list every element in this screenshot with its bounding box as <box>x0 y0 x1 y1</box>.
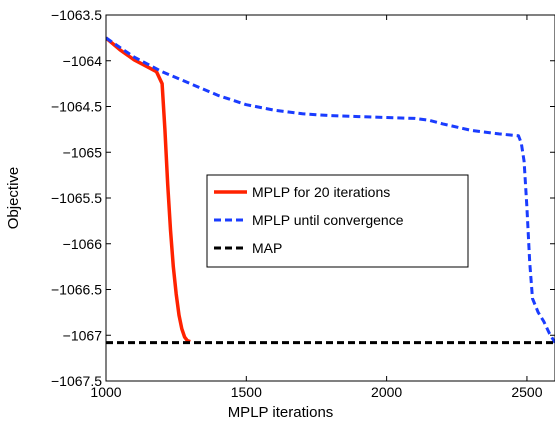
x-tick-label: 2500 <box>511 384 542 400</box>
y-tick-label: −1065 <box>63 144 103 160</box>
series-layer <box>106 36 555 345</box>
y-tick-label: −1063.5 <box>51 7 102 23</box>
legend: MPLP for 20 iterations MPLP until converg… <box>206 174 469 268</box>
y-tick-label: −1067 <box>63 327 103 343</box>
y-tick-label: −1065.5 <box>51 190 102 206</box>
x-axis-label: MPLP iterations <box>228 404 334 421</box>
legend-label-2: MPLP until convergence <box>252 212 404 228</box>
x-tick-label: 2000 <box>371 384 402 400</box>
x-tick-label: 1000 <box>90 384 121 400</box>
y-tick-label: −1064 <box>63 53 103 69</box>
series-line-2 <box>106 36 555 344</box>
y-axis-label: Objective <box>5 167 22 230</box>
legend-label-3: MAP <box>252 240 282 256</box>
series-line-1 <box>106 36 191 344</box>
y-tick-label: −1064.5 <box>51 99 102 115</box>
y-tick-label: −1066 <box>63 236 103 252</box>
legend-label-1: MPLP for 20 iterations <box>252 184 390 200</box>
ticks-layer: 1000 1500 2000 2500 −1063.5 −1064 −1064.5 −1065… <box>51 7 555 400</box>
y-tick-label: −1066.5 <box>51 282 102 298</box>
legend-box <box>206 174 469 268</box>
y-tick-label: −1067.5 <box>51 373 102 389</box>
x-tick-label: 1500 <box>231 384 262 400</box>
